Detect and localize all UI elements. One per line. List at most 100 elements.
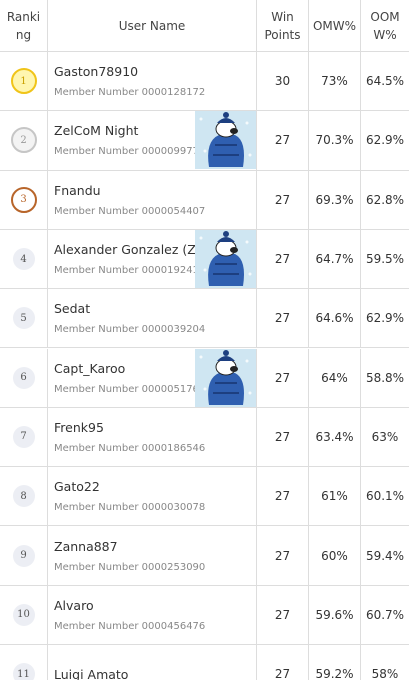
win-points: 27	[256, 348, 308, 407]
user-info: ZelCoM Night Member Number 0000099779	[54, 123, 205, 157]
omw: 63.4%	[308, 407, 360, 467]
rank-badge: 10	[12, 603, 35, 626]
user-info: Sedat Member Number 0000039204	[54, 301, 205, 335]
table-row: 6 Capt_Karoo Member Number 0000051767 27 64%…	[0, 348, 409, 408]
rank-cell: 2	[0, 111, 47, 169]
rank-cell: 4	[0, 230, 47, 288]
user-info: Zanna887 Member Number 0000253090	[54, 539, 205, 573]
oomw: 62.9%	[360, 111, 409, 170]
omw: 64.7%	[308, 229, 360, 289]
rank-cell: 6	[0, 349, 47, 407]
table-row: 8 Gato22 Member Number 0000030078 27 61% 60.1…	[0, 467, 409, 527]
header-cell: Win Points	[256, 0, 308, 51]
omw: 59.2%	[308, 645, 360, 680]
avatar	[195, 348, 256, 407]
oomw: 62.9%	[360, 289, 409, 348]
member-number: Member Number 0000051767	[54, 383, 206, 395]
user-info: Luigi Amato	[54, 667, 128, 680]
rank-badge: 7	[12, 425, 35, 448]
oomw: 64.5%	[360, 52, 409, 111]
rank-badge: 3	[10, 186, 37, 213]
rank-badge: 11	[12, 663, 35, 680]
omw: 60%	[308, 526, 360, 585]
oomw: 58.8%	[360, 348, 409, 407]
omw: 70.3%	[308, 111, 360, 170]
win-points: 30	[256, 52, 308, 111]
member-number: Member Number 0000253090	[54, 561, 206, 573]
user-info: Alexander Gonzalez (Zoru Member Number 00…	[54, 242, 217, 276]
oomw: 63%	[360, 407, 409, 467]
oomw: 62.8%	[360, 170, 409, 229]
avatar	[195, 111, 256, 170]
user-cell: Frenk95 Member Number 0000186546	[47, 407, 256, 467]
header-cell: User Name	[47, 0, 256, 51]
user-name: Luigi Amato	[54, 666, 129, 680]
oomw: 60.1%	[360, 467, 409, 526]
rank-cell: 11	[0, 645, 47, 680]
oomw: 59.4%	[360, 526, 409, 585]
user-cell: Zanna887 Member Number 0000253090	[47, 526, 256, 585]
user-name: Frenk95	[54, 419, 104, 435]
user-cell: Alvaro Member Number 0000456476	[47, 585, 256, 644]
omw: 64.6%	[308, 289, 360, 348]
oomw: 58%	[360, 645, 409, 680]
user-name: Capt_Karoo	[54, 360, 126, 376]
user-info: Gato22 Member Number 0000030078	[54, 479, 205, 513]
win-points: 27	[256, 229, 308, 289]
rank-cell: 7	[0, 408, 47, 466]
rank-cell: 9	[0, 526, 47, 584]
rank-cell: 1	[0, 52, 47, 110]
user-name: Fnandu	[54, 182, 101, 198]
rank-badge: 2	[10, 127, 37, 154]
rank-cell: 3	[0, 171, 47, 229]
win-points: 27	[256, 289, 308, 348]
rank-cell: 10	[0, 586, 47, 644]
rank-badge: 1	[10, 68, 37, 95]
rank-badge: 9	[12, 544, 35, 567]
user-cell: Capt_Karoo Member Number 0000051767	[47, 348, 256, 407]
table-row: 5 Sedat Member Number 0000039204 27 64.6% 62.…	[0, 289, 409, 349]
win-points: 27	[256, 585, 308, 644]
user-name: Gato22	[54, 479, 100, 495]
user-cell: Fnandu Member Number 0000054407	[47, 170, 256, 229]
member-number: Member Number 0000186546	[54, 442, 206, 454]
user-name: Sedat	[54, 301, 91, 317]
omw: 61%	[308, 467, 360, 526]
user-cell: Sedat Member Number 0000039204	[47, 289, 256, 348]
header-cell: OOMW%	[360, 0, 409, 51]
user-name: Alvaro	[54, 597, 94, 613]
omw: 69.3%	[308, 170, 360, 229]
member-number: Member Number 0000192412	[54, 265, 206, 277]
user-cell: Gato22 Member Number 0000030078	[47, 467, 256, 526]
table-row: 9 Zanna887 Member Number 0000253090 27 60% 59…	[0, 526, 409, 586]
member-number: Member Number 0000030078	[54, 502, 206, 514]
member-number: Member Number 0000099779	[54, 146, 206, 158]
user-info: Alvaro Member Number 0000456476	[54, 598, 205, 632]
table-row: 4 Alexander Gonzalez (Zoru Member Number 0…	[0, 229, 409, 290]
user-name: Zanna887	[54, 538, 118, 554]
member-number: Member Number 0000054407	[54, 205, 206, 217]
header-cell: OMW%	[308, 0, 360, 51]
table-row: 7 Frenk95 Member Number 0000186546 27 63.4% 6…	[0, 407, 409, 468]
omw: 64%	[308, 348, 360, 407]
rank-badge: 8	[12, 485, 35, 508]
rank-cell: 8	[0, 467, 47, 525]
oomw: 60.7%	[360, 585, 409, 644]
rank-badge: 6	[12, 366, 35, 389]
win-points: 27	[256, 526, 308, 585]
win-points: 27	[256, 407, 308, 467]
user-info: Capt_Karoo Member Number 0000051767	[54, 361, 205, 395]
user-info: Frenk95 Member Number 0000186546	[54, 420, 205, 454]
header-row: Ranking User Name Win Points OMW% OOMW%	[0, 0, 409, 52]
table-row: 10 Alvaro Member Number 0000456476 27 59.6% 6…	[0, 585, 409, 645]
table-row: 1 Gaston78910 Member Number 0000128172 30 73…	[0, 52, 409, 112]
win-points: 27	[256, 467, 308, 526]
table-row: 2 ZelCoM Night Member Number 0000099779 27 7…	[0, 111, 409, 171]
rank-badge: 4	[12, 248, 35, 271]
user-cell: Alexander Gonzalez (Zoru Member Number 00…	[47, 229, 256, 289]
omw: 73%	[308, 52, 360, 111]
table-row: 11 Luigi Amato 27 59.2% 58%	[0, 645, 409, 680]
rank-cell: 5	[0, 289, 47, 347]
user-info: Fnandu Member Number 0000054407	[54, 183, 205, 217]
